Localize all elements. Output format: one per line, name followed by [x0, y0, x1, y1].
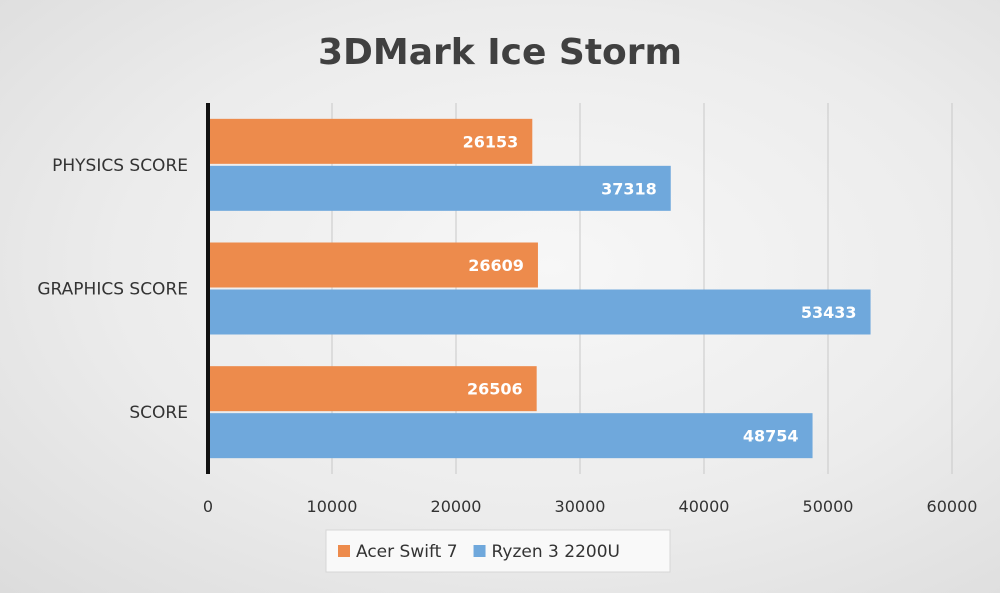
data-label: 26506 — [467, 380, 523, 399]
data-label: 53433 — [801, 303, 857, 322]
x-tick-label: 50000 — [803, 497, 854, 516]
legend-label: Acer Swift 7 — [356, 542, 458, 562]
x-tick-label: 60000 — [927, 497, 978, 516]
bar — [208, 118, 533, 164]
data-label: 26609 — [468, 256, 524, 275]
legend-swatch — [338, 545, 350, 557]
category-label: SCORE — [129, 403, 188, 423]
legend: Acer Swift 7 Ryzen 3 2200U — [325, 529, 671, 573]
data-label: 48754 — [743, 427, 799, 446]
x-tick-label: 30000 — [555, 497, 606, 516]
bar — [208, 413, 813, 459]
bar — [208, 165, 671, 211]
axes: 0 10000 20000 30000 40000 50000 60000 PHYSICS S… — [37, 103, 977, 516]
legend-label: Ryzen 3 2200U — [492, 542, 620, 562]
x-tick-label: 40000 — [679, 497, 730, 516]
category-label: GRAPHICS SCORE — [37, 280, 188, 300]
bar — [208, 289, 871, 335]
bars: 26153 37318 26609 53433 26506 48754 — [208, 118, 871, 459]
x-tick-label: 20000 — [431, 497, 482, 516]
x-tick-label: 0 — [203, 497, 213, 516]
legend-swatch — [473, 545, 486, 557]
bar — [208, 242, 538, 288]
gridlines — [331, 103, 953, 474]
x-tick-label: 10000 — [307, 497, 358, 516]
bar — [208, 366, 537, 412]
category-label: PHYSICS SCORE — [52, 156, 188, 176]
chart-title: 3DMark Ice Storm — [318, 32, 682, 73]
legend-box — [325, 529, 671, 573]
data-label: 26153 — [463, 132, 519, 151]
data-label: 37318 — [601, 179, 657, 198]
